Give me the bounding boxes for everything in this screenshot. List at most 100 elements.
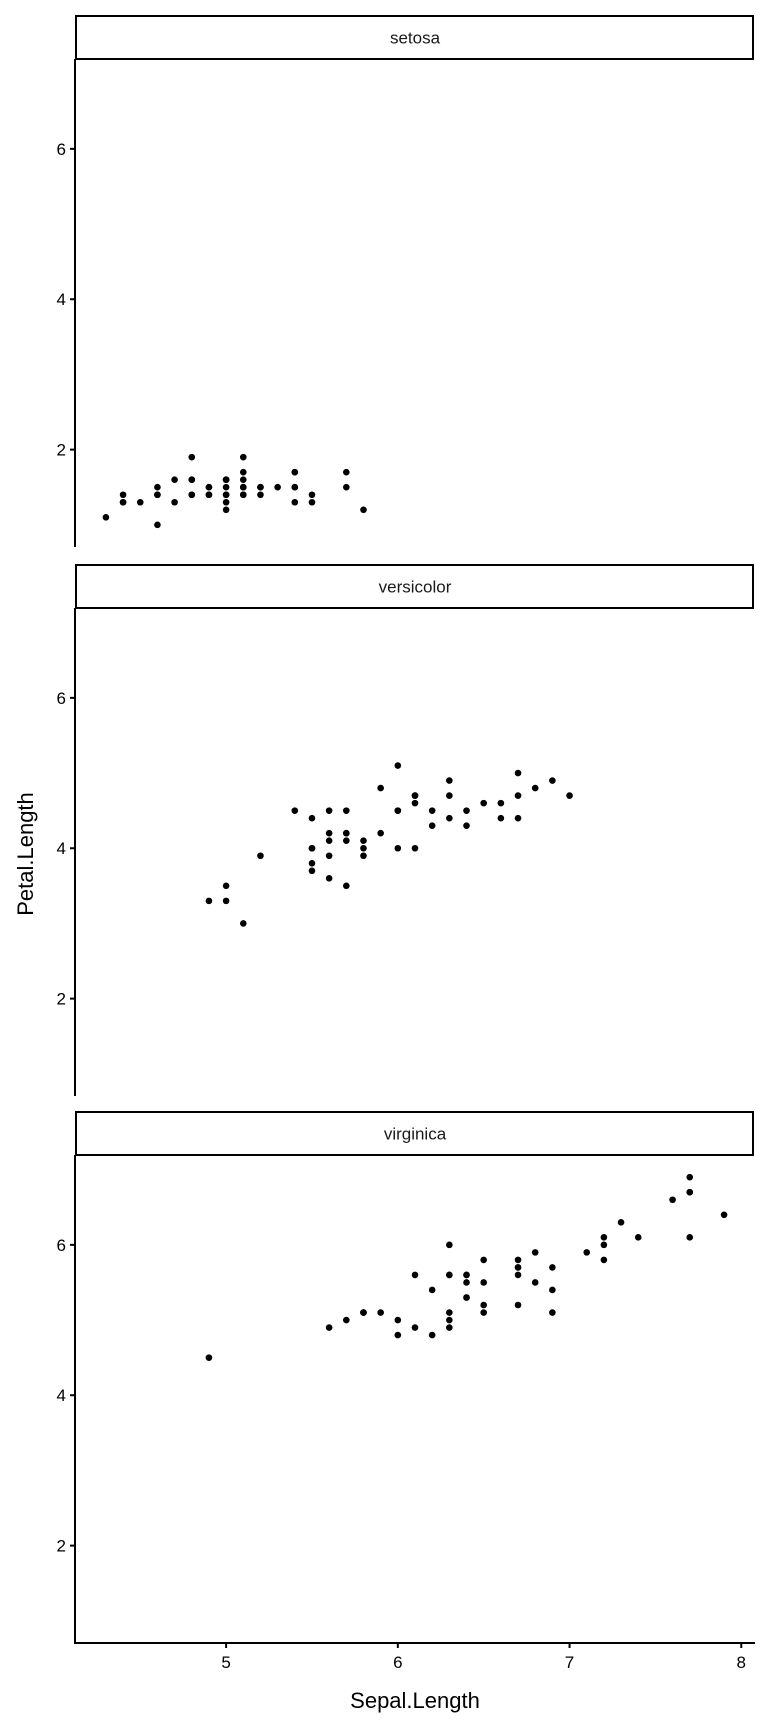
data-point — [566, 792, 573, 799]
data-point — [480, 1301, 487, 1309]
data-point — [686, 1173, 694, 1181]
data-point — [360, 844, 367, 852]
data-point — [411, 1324, 419, 1331]
data-point — [257, 491, 264, 499]
data-point — [154, 483, 161, 491]
data-point — [239, 491, 247, 499]
y-tick-label: 2 — [57, 990, 66, 1009]
data-point — [497, 799, 505, 807]
data-point — [222, 882, 230, 890]
data-point — [205, 483, 213, 491]
data-point — [428, 1286, 436, 1294]
data-point — [343, 1316, 350, 1324]
data-point — [600, 1256, 608, 1264]
data-point — [136, 498, 144, 506]
data-point — [119, 498, 127, 506]
data-point — [446, 1271, 453, 1279]
data-point — [514, 814, 522, 822]
data-point — [360, 506, 367, 514]
y-tick-label: 6 — [57, 140, 66, 159]
data-point — [480, 1256, 487, 1264]
y-tick-label: 6 — [57, 1236, 66, 1255]
data-point — [600, 1241, 608, 1249]
facet-strip — [75, 1111, 754, 1156]
data-point — [291, 807, 299, 814]
data-point — [325, 829, 333, 837]
data-point — [411, 1271, 419, 1279]
data-point — [343, 468, 350, 476]
data-point — [360, 1309, 367, 1316]
data-point — [308, 867, 316, 875]
data-point — [514, 1264, 522, 1271]
data-point — [480, 1309, 487, 1316]
data-point — [222, 476, 230, 484]
data-point — [446, 1316, 453, 1324]
data-point — [377, 784, 384, 792]
facet-strip-label: versicolor — [379, 578, 452, 597]
data-point — [239, 483, 247, 491]
data-point — [239, 920, 247, 927]
data-point — [411, 844, 419, 852]
data-point — [583, 1249, 591, 1256]
data-point — [549, 1264, 556, 1271]
data-point — [531, 1249, 539, 1256]
facet-strip-label: virginica — [384, 1125, 447, 1144]
data-point — [686, 1234, 694, 1241]
data-point — [549, 1309, 556, 1316]
data-point — [171, 476, 178, 484]
data-point — [291, 498, 299, 506]
data-point — [239, 476, 247, 484]
data-point — [480, 799, 487, 807]
data-point — [154, 491, 161, 499]
data-point — [154, 521, 161, 529]
panel-versicolor: versicolor 2 4 6 — [57, 564, 754, 1096]
data-point — [463, 1294, 470, 1301]
data-point — [205, 897, 213, 905]
y-tick-label: 2 — [57, 441, 66, 460]
data-point — [343, 807, 350, 814]
data-point — [394, 762, 402, 769]
data-point — [325, 837, 333, 845]
data-point — [222, 491, 230, 499]
data-point — [617, 1218, 625, 1226]
data-point — [239, 468, 247, 476]
data-point — [360, 852, 367, 860]
data-point — [531, 784, 539, 792]
data-point — [411, 799, 419, 807]
data-point — [308, 859, 316, 867]
panel-setosa: setosa 2 4 6 — [57, 15, 754, 547]
data-point — [514, 1271, 522, 1279]
data-point — [428, 807, 436, 814]
y-axis-title: Petal.Length — [13, 792, 38, 916]
data-point — [222, 498, 230, 506]
data-point — [308, 844, 316, 852]
data-point — [428, 1331, 436, 1339]
data-point — [239, 453, 247, 461]
data-point — [394, 844, 402, 852]
data-point — [291, 483, 299, 491]
facet-strip — [75, 15, 754, 60]
data-point — [446, 1241, 453, 1249]
data-point — [257, 483, 264, 491]
x-tick-label: 6 — [393, 1653, 402, 1672]
facet-strip-label: setosa — [390, 29, 441, 48]
data-point — [308, 491, 316, 499]
data-point — [205, 491, 213, 499]
y-tick-label: 2 — [57, 1537, 66, 1556]
data-point — [600, 1234, 608, 1241]
data-point — [325, 807, 333, 814]
x-axis-title: Sepal.Length — [350, 1688, 480, 1713]
data-point — [394, 807, 402, 814]
data-point — [446, 1324, 453, 1331]
data-point — [325, 852, 333, 860]
data-point — [308, 814, 316, 822]
data-point — [291, 468, 299, 476]
data-point — [222, 483, 230, 491]
data-point — [411, 792, 419, 799]
data-point — [480, 1279, 487, 1286]
data-point — [549, 1286, 556, 1294]
data-point — [325, 875, 333, 882]
data-point — [514, 769, 522, 777]
data-point — [446, 792, 453, 799]
data-point — [634, 1234, 642, 1241]
